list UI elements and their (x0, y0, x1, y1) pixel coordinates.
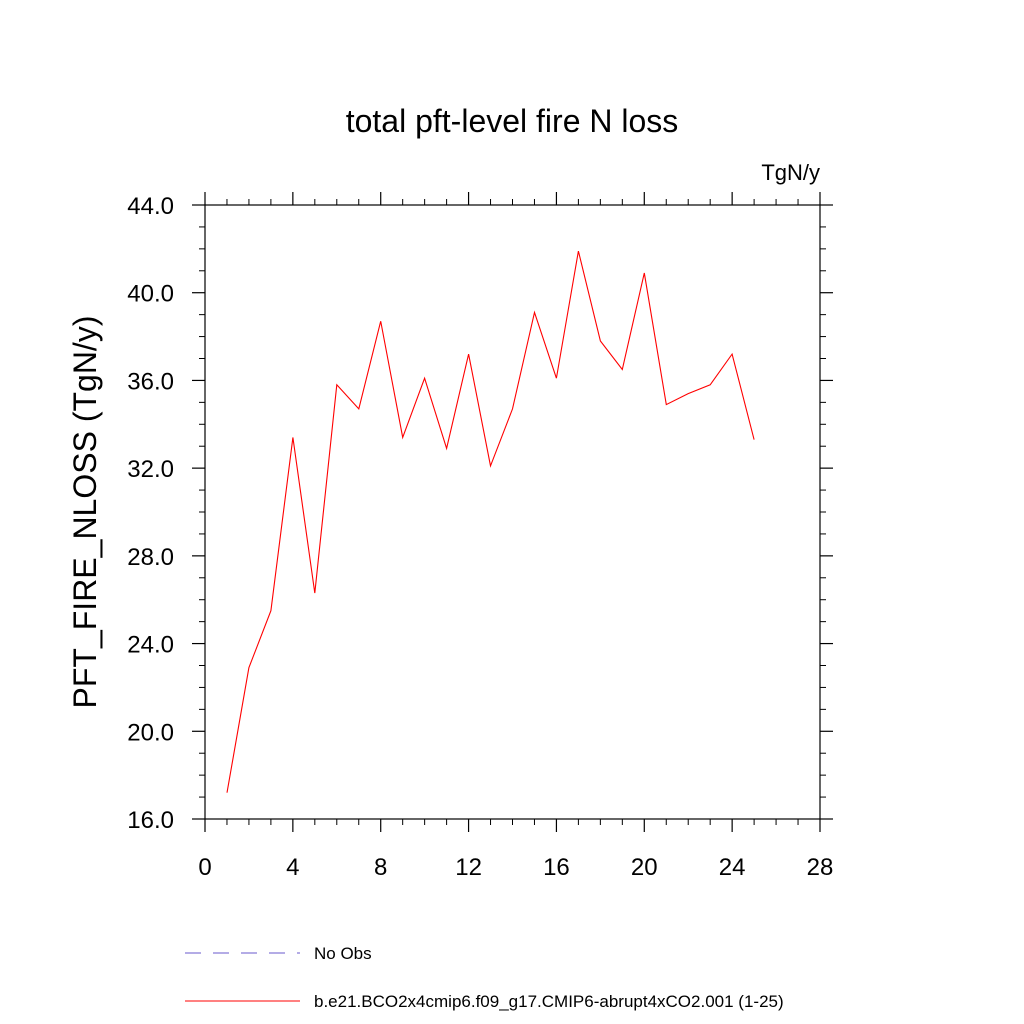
y-tick-label: 20.0 (127, 719, 174, 746)
y-tick-label: 32.0 (127, 456, 174, 483)
x-tick-label: 0 (198, 854, 211, 881)
x-tick-label: 8 (374, 854, 387, 881)
y-tick-label: 24.0 (127, 632, 174, 659)
y-tick-label: 28.0 (127, 544, 174, 571)
x-tick-label: 16 (543, 854, 570, 881)
x-tick-label: 28 (807, 854, 834, 881)
x-tick-label: 12 (455, 854, 482, 881)
data-series (226, 250, 755, 793)
legend-label-model-run: b.e21.BCO2x4cmip6.f09_g17.CMIP6-abrupt4x… (314, 992, 784, 1011)
x-tick-label: 20 (631, 854, 658, 881)
axis-ticks (192, 192, 833, 832)
units-label: TgN/y (761, 160, 820, 185)
y-tick-label: 40.0 (127, 281, 174, 308)
legend: No Obs b.e21.BCO2x4cmip6.f09_g17.CMIP6-a… (185, 944, 784, 1011)
x-tick-label: 4 (286, 854, 299, 881)
y-tick-label: 44.0 (127, 193, 174, 220)
y-tick-label: 36.0 (127, 368, 174, 395)
chart-title: total pft-level fire N loss (346, 103, 679, 139)
plot-frame (204, 204, 821, 820)
y-tick-label: 16.0 (127, 807, 174, 834)
series-line (226, 250, 755, 793)
x-tick-label: 24 (719, 854, 746, 881)
y-axis-label: PFT_FIRE_NLOSS (TgN/y) (67, 316, 103, 709)
legend-label-no-obs: No Obs (314, 944, 372, 963)
axis-tick-labels: 0 4 8 12 16 20 24 28 16.0 20.0 24.0 28.0 32.0 36.0 40.… (127, 193, 833, 881)
